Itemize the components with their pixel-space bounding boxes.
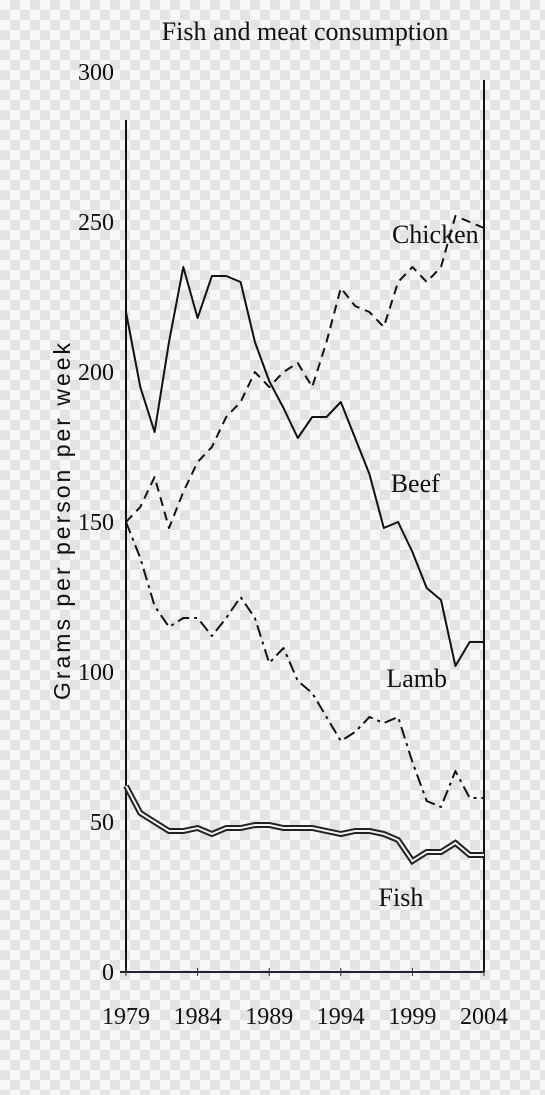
series-line-chicken: [125, 215, 485, 529]
series-line-fish: [123, 784, 484, 866]
x-tick-label: 1979: [102, 1004, 150, 1030]
series-line-beef: [125, 266, 484, 667]
y-axis-ticks: 0 50 100 150 200 250 300: [78, 60, 114, 986]
y-axis-label: Grams per person per week: [49, 340, 75, 700]
x-tick-label: 2004: [460, 1004, 508, 1030]
series-lines: [123, 215, 485, 866]
y-tick-label: 250: [78, 210, 114, 236]
series-label-chicken: Chicken: [392, 220, 479, 249]
y-tick-label: 100: [78, 660, 114, 686]
y-tick-label: 0: [102, 960, 114, 986]
y-tick-label: 50: [90, 810, 114, 836]
series-line-fish-inner: [125, 785, 484, 863]
series-label-fish: Fish: [379, 883, 424, 912]
series-label-lamb: Lamb: [386, 664, 447, 693]
x-tick-label: 1989: [245, 1004, 293, 1030]
y-tick-label: 200: [78, 360, 114, 386]
chart-title: Fish and meat consumption: [162, 17, 449, 46]
series-labels: Chicken Beef Lamb Fish: [379, 220, 479, 912]
series-line-lamb: [125, 521, 484, 808]
series-label-beef: Beef: [391, 469, 440, 498]
y-tick-label: 150: [78, 510, 114, 536]
y-tick-label: 300: [78, 60, 114, 86]
x-axis-ticks: 1979 1984 1989 1994 1999 2004: [102, 968, 508, 1030]
x-tick-label: 1984: [174, 1004, 222, 1030]
x-tick-label: 1994: [317, 1004, 365, 1030]
axes: [120, 80, 485, 973]
x-tick-label: 1999: [388, 1004, 436, 1030]
